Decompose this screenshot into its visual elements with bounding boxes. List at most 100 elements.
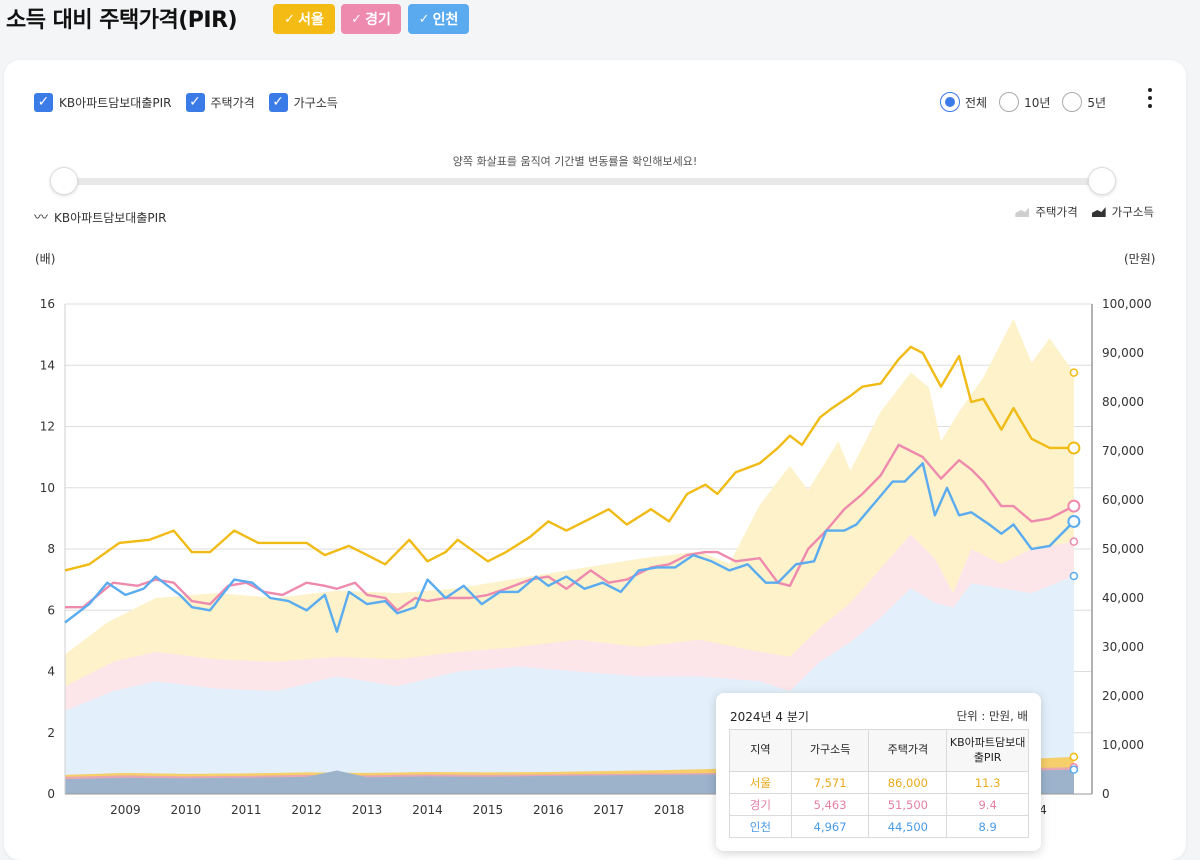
toggle-house-price[interactable]: ✓ 주택가격 [185, 93, 255, 112]
region-chip-incheon[interactable]: ✓ 인천 [408, 4, 469, 34]
region-chip-seoul[interactable]: ✓ 서울 [273, 4, 335, 34]
pir-end-marker [1067, 441, 1081, 455]
tooltip-cell-price: 44,500 [868, 815, 948, 838]
area-chart-icon [1091, 207, 1106, 217]
x-tick-label: 2010 [171, 803, 202, 817]
pir-line-경기 [65, 443, 1075, 612]
left-axis-unit: (배) [35, 252, 56, 266]
check-icon: ✓ [284, 11, 296, 27]
series-toggle-group: ✓ KB아파트담보대출PIR ✓ 주택가격 ✓ 가구소득 [34, 93, 352, 112]
toggle-household-income[interactable]: ✓ 가구소득 [268, 93, 338, 112]
x-tick-label: 2017 [593, 803, 624, 817]
income-end-marker [1069, 752, 1079, 762]
radio-icon[interactable] [999, 92, 1020, 112]
x-tick-label: 2015 [473, 803, 504, 817]
page-title: 소득 대비 주택가격(PIR) [6, 8, 238, 33]
tooltip-cell-income: 4,967 [790, 815, 870, 838]
y-left-tick-label: 2 [47, 726, 55, 740]
y-left-tick-label: 12 [40, 420, 55, 434]
y-right-tick-label: 0 [1102, 787, 1110, 801]
tooltip-cell-region: 경기 [729, 793, 792, 816]
range-option-10y[interactable]: 10년 [999, 92, 1050, 112]
tooltip-row: 경기 5,463 51,500 9.4 [729, 793, 1029, 816]
tooltip-cell-pir: 8.9 [946, 815, 1029, 838]
check-icon: ✓ [418, 11, 430, 27]
region-chip-label: 경기 [365, 12, 391, 28]
y-left-tick-label: 10 [40, 481, 55, 495]
checkbox-icon[interactable]: ✓ [34, 93, 53, 112]
tooltip-table: 지역 가구소득 주택가격 KB아파트담보대출PIR 서울 7,571 86,000 1… [729, 729, 1029, 838]
tooltip-cell-region: 서울 [729, 771, 792, 794]
range-radio-group: 전체 10년 5년 [940, 92, 1118, 112]
price-end-marker [1069, 368, 1079, 377]
tooltip-cell-price: 86,000 [868, 771, 948, 794]
x-tick-label: 2013 [352, 803, 383, 817]
range-option-5y[interactable]: 5년 [1062, 92, 1106, 112]
area-chart-icon [1015, 207, 1030, 217]
price-end-marker [1069, 571, 1079, 581]
x-tick-label: 2009 [110, 803, 141, 817]
area-legend: 주택가격 가구소득 [1001, 204, 1154, 220]
region-chip-label: 인천 [432, 12, 459, 28]
x-tick-label: 2018 [654, 803, 685, 817]
checkbox-icon[interactable]: ✓ [268, 93, 288, 112]
y-left-tick-label: 0 [47, 787, 55, 801]
tooltip-row: 인천 4,967 44,500 8.9 [729, 815, 1029, 838]
line-legend: 〰 KB아파트담보대출PIR [34, 207, 167, 227]
legend-label: 가구소득 [1111, 205, 1154, 219]
range-option-label: 전체 [965, 95, 988, 110]
tooltip-header: 지역 [729, 729, 792, 772]
radio-icon[interactable] [1062, 92, 1083, 112]
x-tick-label: 2014 [412, 803, 443, 817]
y-left-tick-label: 8 [47, 542, 55, 556]
y-left-tick-label: 16 [40, 297, 55, 311]
y-right-tick-label: 70,000 [1102, 444, 1144, 458]
tooltip-header: 주택가격 [868, 729, 948, 772]
tooltip-cell-pir: 9.4 [946, 793, 1029, 816]
x-tick-label: 2016 [533, 803, 564, 817]
y-right-tick-label: 20,000 [1102, 689, 1144, 703]
y-right-tick-label: 30,000 [1102, 640, 1144, 654]
tooltip-cell-region: 인천 [729, 815, 792, 838]
pir-line-서울 [64, 345, 1074, 572]
checkbox-icon[interactable]: ✓ [185, 93, 205, 112]
tooltip-header-row: 지역 가구소득 주택가격 KB아파트담보대출PIR [729, 729, 1029, 772]
region-chip-gyeonggi[interactable]: ✓ 경기 [341, 4, 401, 34]
x-tick-label: 2012 [291, 803, 322, 817]
right-axis-unit: (만원) [1124, 252, 1156, 266]
region-chip-label: 서울 [298, 12, 324, 28]
tooltip-header: KB아파트담보대출PIR [946, 729, 1029, 772]
range-slider-handle-end[interactable] [1088, 167, 1116, 195]
legend-item-price: 주택가격 [1015, 204, 1078, 220]
y-right-tick-label: 100,000 [1102, 297, 1152, 311]
x-tick-label: 2011 [231, 803, 262, 817]
range-slider-track[interactable] [60, 178, 1110, 185]
tooltip: 2024년 4 분기 단위 : 만원, 배 지역 가구소득 주택가격 KB아파트… [716, 693, 1041, 851]
y-right-tick-label: 90,000 [1102, 346, 1144, 360]
tooltip-cell-income: 5,463 [790, 793, 870, 816]
slider-hint: 양쪽 화살표를 움직여 기간별 변동률을 확인해보세요! [452, 155, 698, 168]
y-right-tick-label: 60,000 [1102, 493, 1144, 507]
y-right-tick-label: 40,000 [1102, 591, 1144, 605]
toggle-pir[interactable]: ✓ KB아파트담보대출PIR [34, 93, 172, 112]
radio-icon[interactable] [940, 92, 960, 112]
check-icon: ✓ [351, 11, 363, 27]
line-chart-icon: 〰 [34, 210, 48, 226]
legend-item-income: 가구소득 [1091, 204, 1154, 220]
y-right-tick-label: 10,000 [1102, 738, 1144, 752]
range-slider-handle-start[interactable] [50, 167, 78, 195]
range-option-all[interactable]: 전체 [940, 92, 987, 112]
legend-label: 주택가격 [1035, 205, 1078, 219]
tooltip-cell-income: 7,571 [790, 771, 870, 794]
toggle-label: 가구소득 [293, 96, 338, 110]
y-right-tick-label: 50,000 [1102, 542, 1144, 556]
y-right-tick-label: 80,000 [1102, 395, 1144, 409]
range-option-label: 5년 [1087, 95, 1107, 110]
kebab-menu-icon[interactable] [1143, 86, 1157, 110]
top-bar: 소득 대비 주택가격(PIR) ✓ 서울 ✓ 경기 ✓ 인천 [0, 0, 1200, 40]
pir-line-인천 [64, 462, 1075, 633]
range-option-label: 10년 [1024, 95, 1051, 110]
tooltip-unit: 단위 : 만원, 배 [956, 709, 1028, 723]
price-end-marker [1069, 537, 1079, 546]
pir-end-marker [1067, 514, 1081, 528]
